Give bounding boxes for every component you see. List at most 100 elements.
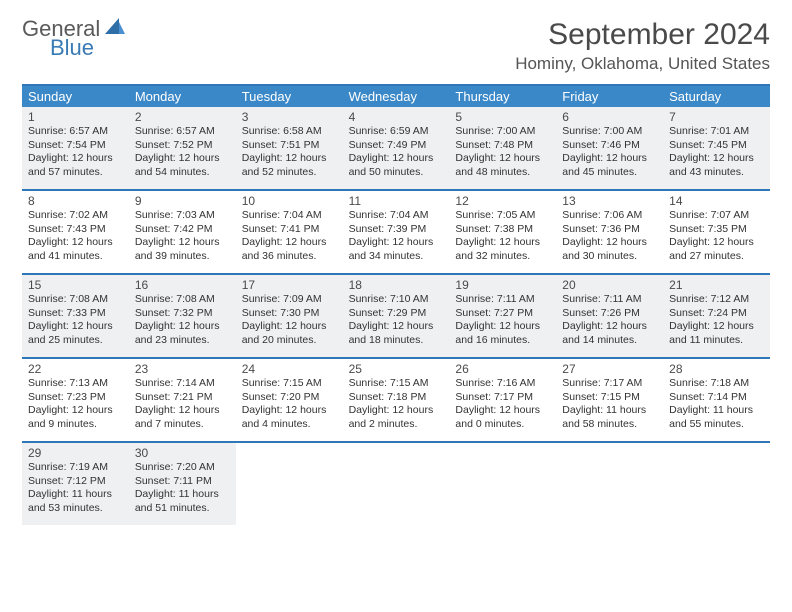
day2-text: and 20 minutes.	[242, 334, 337, 348]
day-cell: 27Sunrise: 7:17 AMSunset: 7:15 PMDayligh…	[556, 359, 663, 441]
date-number: 19	[455, 278, 550, 292]
day-cell: 30Sunrise: 7:20 AMSunset: 7:11 PMDayligh…	[129, 443, 236, 525]
empty-cell	[663, 443, 770, 525]
day2-text: and 54 minutes.	[135, 166, 230, 180]
day1-text: Daylight: 12 hours	[455, 236, 550, 250]
sunrise-text: Sunrise: 6:59 AM	[349, 125, 444, 139]
day1-text: Daylight: 12 hours	[349, 404, 444, 418]
sunrise-text: Sunrise: 7:05 AM	[455, 209, 550, 223]
sunset-text: Sunset: 7:41 PM	[242, 223, 337, 237]
date-number: 6	[562, 110, 657, 124]
day1-text: Daylight: 12 hours	[455, 404, 550, 418]
day-header: Wednesday	[343, 86, 450, 107]
day1-text: Daylight: 11 hours	[562, 404, 657, 418]
date-number: 17	[242, 278, 337, 292]
location-text: Hominy, Oklahoma, United States	[515, 54, 770, 74]
sunset-text: Sunset: 7:30 PM	[242, 307, 337, 321]
calendar: SundayMondayTuesdayWednesdayThursdayFrid…	[22, 84, 770, 525]
day1-text: Daylight: 12 hours	[242, 152, 337, 166]
day-cell: 25Sunrise: 7:15 AMSunset: 7:18 PMDayligh…	[343, 359, 450, 441]
date-number: 12	[455, 194, 550, 208]
day-cell: 26Sunrise: 7:16 AMSunset: 7:17 PMDayligh…	[449, 359, 556, 441]
day-cell: 5Sunrise: 7:00 AMSunset: 7:48 PMDaylight…	[449, 107, 556, 189]
sunset-text: Sunset: 7:12 PM	[28, 475, 123, 489]
day1-text: Daylight: 11 hours	[135, 488, 230, 502]
sunset-text: Sunset: 7:51 PM	[242, 139, 337, 153]
day-cell: 19Sunrise: 7:11 AMSunset: 7:27 PMDayligh…	[449, 275, 556, 357]
day1-text: Daylight: 11 hours	[669, 404, 764, 418]
day1-text: Daylight: 12 hours	[562, 320, 657, 334]
day2-text: and 0 minutes.	[455, 418, 550, 432]
day-cell: 21Sunrise: 7:12 AMSunset: 7:24 PMDayligh…	[663, 275, 770, 357]
day-cell: 3Sunrise: 6:58 AMSunset: 7:51 PMDaylight…	[236, 107, 343, 189]
sunset-text: Sunset: 7:42 PM	[135, 223, 230, 237]
day1-text: Daylight: 12 hours	[135, 404, 230, 418]
day1-text: Daylight: 12 hours	[349, 320, 444, 334]
day2-text: and 55 minutes.	[669, 418, 764, 432]
date-number: 4	[349, 110, 444, 124]
day-header: Sunday	[22, 86, 129, 107]
day2-text: and 34 minutes.	[349, 250, 444, 264]
day2-text: and 11 minutes.	[669, 334, 764, 348]
sunrise-text: Sunrise: 7:02 AM	[28, 209, 123, 223]
sunset-text: Sunset: 7:54 PM	[28, 139, 123, 153]
day-cell: 24Sunrise: 7:15 AMSunset: 7:20 PMDayligh…	[236, 359, 343, 441]
date-number: 11	[349, 194, 444, 208]
sunrise-text: Sunrise: 7:18 AM	[669, 377, 764, 391]
day2-text: and 58 minutes.	[562, 418, 657, 432]
day-cell: 23Sunrise: 7:14 AMSunset: 7:21 PMDayligh…	[129, 359, 236, 441]
day-cell: 18Sunrise: 7:10 AMSunset: 7:29 PMDayligh…	[343, 275, 450, 357]
week-row: 1Sunrise: 6:57 AMSunset: 7:54 PMDaylight…	[22, 107, 770, 191]
day-cell: 14Sunrise: 7:07 AMSunset: 7:35 PMDayligh…	[663, 191, 770, 273]
sunset-text: Sunset: 7:49 PM	[349, 139, 444, 153]
empty-cell	[236, 443, 343, 525]
sunrise-text: Sunrise: 7:19 AM	[28, 461, 123, 475]
date-number: 2	[135, 110, 230, 124]
sunset-text: Sunset: 7:15 PM	[562, 391, 657, 405]
sunrise-text: Sunrise: 7:08 AM	[28, 293, 123, 307]
date-number: 5	[455, 110, 550, 124]
sunrise-text: Sunrise: 7:20 AM	[135, 461, 230, 475]
sunrise-text: Sunrise: 7:01 AM	[669, 125, 764, 139]
date-number: 25	[349, 362, 444, 376]
sunrise-text: Sunrise: 6:57 AM	[28, 125, 123, 139]
day2-text: and 27 minutes.	[669, 250, 764, 264]
day-cell: 20Sunrise: 7:11 AMSunset: 7:26 PMDayligh…	[556, 275, 663, 357]
day2-text: and 41 minutes.	[28, 250, 123, 264]
day-header-row: SundayMondayTuesdayWednesdayThursdayFrid…	[22, 86, 770, 107]
day-cell: 10Sunrise: 7:04 AMSunset: 7:41 PMDayligh…	[236, 191, 343, 273]
day1-text: Daylight: 12 hours	[28, 236, 123, 250]
date-number: 26	[455, 362, 550, 376]
day1-text: Daylight: 12 hours	[669, 236, 764, 250]
sunset-text: Sunset: 7:21 PM	[135, 391, 230, 405]
date-number: 27	[562, 362, 657, 376]
sunset-text: Sunset: 7:38 PM	[455, 223, 550, 237]
sunrise-text: Sunrise: 7:09 AM	[242, 293, 337, 307]
sunset-text: Sunset: 7:48 PM	[455, 139, 550, 153]
week-row: 22Sunrise: 7:13 AMSunset: 7:23 PMDayligh…	[22, 359, 770, 443]
logo: General Blue	[22, 18, 125, 59]
day-cell: 11Sunrise: 7:04 AMSunset: 7:39 PMDayligh…	[343, 191, 450, 273]
day-cell: 16Sunrise: 7:08 AMSunset: 7:32 PMDayligh…	[129, 275, 236, 357]
day1-text: Daylight: 12 hours	[28, 404, 123, 418]
sunset-text: Sunset: 7:27 PM	[455, 307, 550, 321]
empty-cell	[343, 443, 450, 525]
date-number: 29	[28, 446, 123, 460]
sunset-text: Sunset: 7:35 PM	[669, 223, 764, 237]
sunrise-text: Sunrise: 7:11 AM	[562, 293, 657, 307]
day-cell: 22Sunrise: 7:13 AMSunset: 7:23 PMDayligh…	[22, 359, 129, 441]
date-number: 20	[562, 278, 657, 292]
sunset-text: Sunset: 7:52 PM	[135, 139, 230, 153]
header: General Blue September 2024 Hominy, Okla…	[22, 18, 770, 74]
date-number: 8	[28, 194, 123, 208]
day1-text: Daylight: 12 hours	[135, 152, 230, 166]
day2-text: and 9 minutes.	[28, 418, 123, 432]
week-row: 8Sunrise: 7:02 AMSunset: 7:43 PMDaylight…	[22, 191, 770, 275]
sunrise-text: Sunrise: 6:57 AM	[135, 125, 230, 139]
date-number: 15	[28, 278, 123, 292]
sunset-text: Sunset: 7:26 PM	[562, 307, 657, 321]
day-cell: 12Sunrise: 7:05 AMSunset: 7:38 PMDayligh…	[449, 191, 556, 273]
date-number: 24	[242, 362, 337, 376]
day2-text: and 51 minutes.	[135, 502, 230, 516]
day1-text: Daylight: 11 hours	[28, 488, 123, 502]
